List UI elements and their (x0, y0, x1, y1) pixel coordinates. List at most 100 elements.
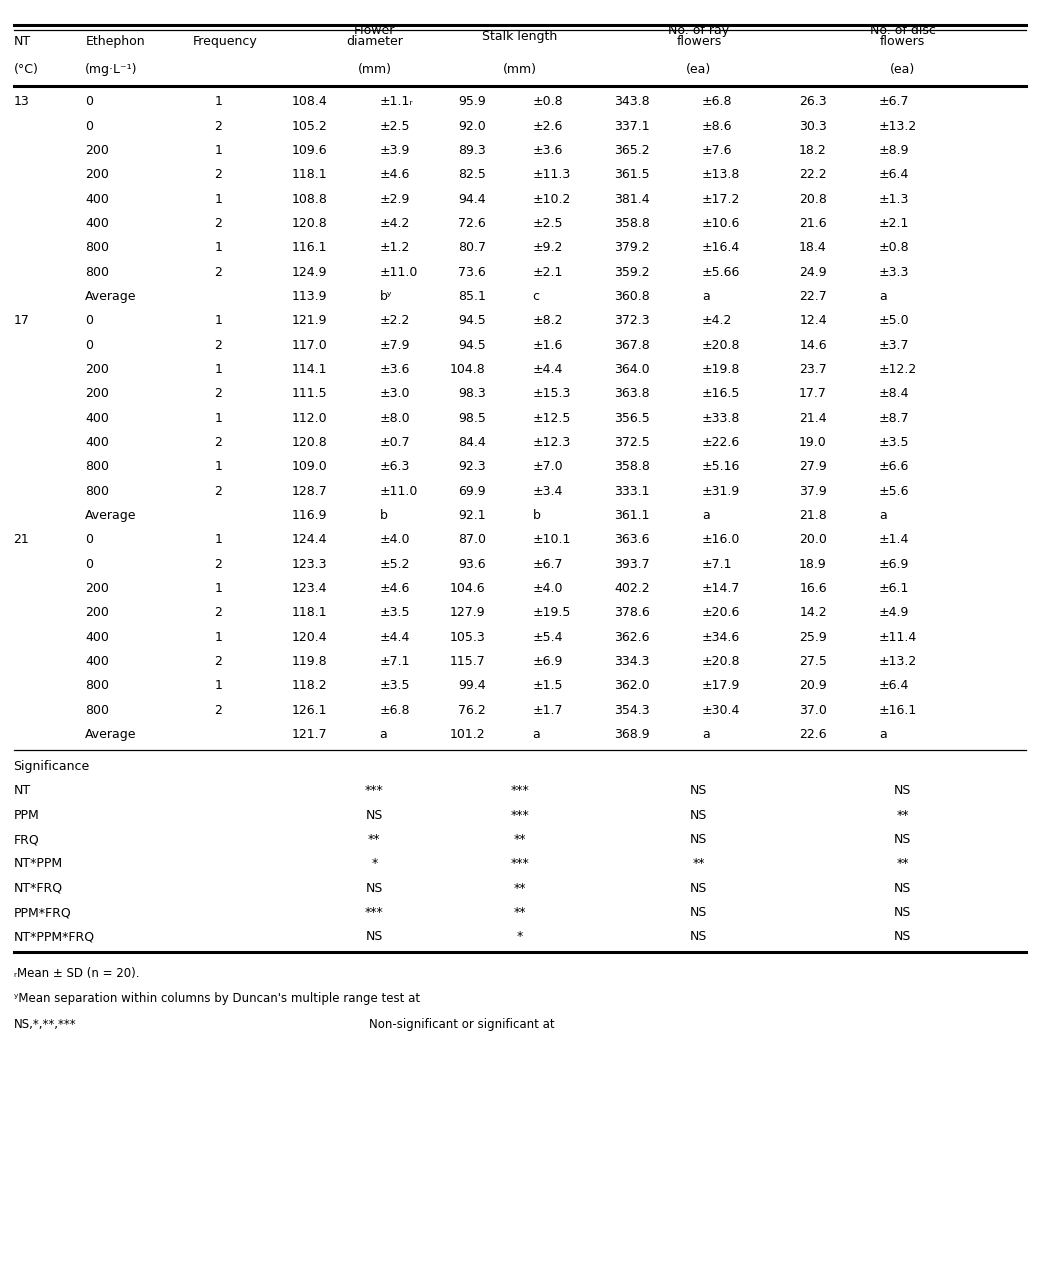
Text: ±7.6: ±7.6 (702, 144, 732, 157)
Text: 362.6: 362.6 (615, 631, 650, 644)
Text: ±12.5: ±12.5 (532, 412, 571, 424)
Text: a: a (879, 509, 886, 522)
Text: 800: 800 (85, 485, 109, 498)
Text: ±17.2: ±17.2 (702, 193, 740, 205)
Text: 0: 0 (85, 557, 94, 570)
Text: ±6.8: ±6.8 (380, 703, 410, 717)
Text: ±4.2: ±4.2 (380, 217, 410, 231)
Text: 108.4: 108.4 (292, 95, 328, 109)
Text: 1: 1 (214, 364, 223, 376)
Text: 27.5: 27.5 (799, 655, 827, 668)
Text: ±1.5: ±1.5 (532, 679, 563, 692)
Text: NS: NS (894, 930, 911, 944)
Text: b: b (380, 509, 388, 522)
Text: 0: 0 (85, 533, 94, 546)
Text: a: a (702, 729, 709, 741)
Text: 13: 13 (14, 95, 29, 109)
Text: 334.3: 334.3 (615, 655, 650, 668)
Text: 17: 17 (14, 314, 29, 327)
Text: ±0.8: ±0.8 (532, 95, 563, 109)
Text: 94.5: 94.5 (458, 338, 486, 352)
Text: 98.3: 98.3 (458, 388, 486, 400)
Text: 82.5: 82.5 (458, 169, 486, 181)
Text: 109.0: 109.0 (292, 460, 328, 474)
Text: a: a (702, 290, 709, 303)
Text: 2: 2 (214, 655, 223, 668)
Text: Average: Average (85, 290, 137, 303)
Text: ±4.4: ±4.4 (380, 631, 410, 644)
Text: Average: Average (85, 729, 137, 741)
Text: 2: 2 (214, 485, 223, 498)
Text: PPM: PPM (14, 808, 40, 822)
Text: 30.3: 30.3 (799, 120, 827, 133)
Text: ±10.6: ±10.6 (702, 217, 740, 231)
Text: ±6.6: ±6.6 (879, 460, 909, 474)
Text: Significance: Significance (14, 760, 89, 773)
Text: ±5.4: ±5.4 (532, 631, 563, 644)
Text: 115.7: 115.7 (450, 655, 486, 668)
Text: 89.3: 89.3 (458, 144, 486, 157)
Text: 120.8: 120.8 (292, 436, 328, 449)
Text: 200: 200 (85, 582, 109, 595)
Text: 21: 21 (14, 533, 29, 546)
Text: ±6.1: ±6.1 (879, 582, 909, 595)
Text: 2: 2 (214, 338, 223, 352)
Text: ±30.4: ±30.4 (702, 703, 740, 717)
Text: ±6.7: ±6.7 (879, 95, 909, 109)
Text: ±4.2: ±4.2 (702, 314, 732, 327)
Text: NT: NT (14, 35, 30, 48)
Text: 108.8: 108.8 (292, 193, 328, 205)
Text: 92.0: 92.0 (458, 120, 486, 133)
Text: ±6.4: ±6.4 (879, 169, 909, 181)
Text: 354.3: 354.3 (615, 703, 650, 717)
Text: 393.7: 393.7 (615, 557, 650, 570)
Text: ±5.16: ±5.16 (702, 460, 740, 474)
Text: ±20.8: ±20.8 (702, 655, 740, 668)
Text: 358.8: 358.8 (615, 460, 650, 474)
Text: **: ** (896, 808, 909, 822)
Text: ±1.7: ±1.7 (532, 703, 563, 717)
Text: ±2.1: ±2.1 (532, 266, 563, 279)
Text: ***: *** (511, 808, 529, 822)
Text: ±3.9: ±3.9 (380, 144, 410, 157)
Text: **: ** (693, 858, 705, 870)
Text: ±3.7: ±3.7 (879, 338, 909, 352)
Text: 118.1: 118.1 (292, 607, 328, 620)
Text: ±1.2: ±1.2 (380, 242, 410, 255)
Text: NT*FRQ: NT*FRQ (14, 882, 62, 895)
Text: ±16.4: ±16.4 (702, 242, 740, 255)
Text: 127.9: 127.9 (450, 607, 486, 620)
Text: 25.9: 25.9 (799, 631, 827, 644)
Text: No. of ray: No. of ray (669, 24, 729, 37)
Text: ±3.6: ±3.6 (532, 144, 563, 157)
Text: NS,*,**,***: NS,*,**,*** (14, 1017, 76, 1030)
Text: 99.4: 99.4 (458, 679, 486, 692)
Text: 800: 800 (85, 460, 109, 474)
Text: 343.8: 343.8 (615, 95, 650, 109)
Text: ±7.9: ±7.9 (380, 338, 410, 352)
Text: 200: 200 (85, 144, 109, 157)
Text: 118.1: 118.1 (292, 169, 328, 181)
Text: 17.7: 17.7 (799, 388, 827, 400)
Text: 72.6: 72.6 (458, 217, 486, 231)
Text: 800: 800 (85, 242, 109, 255)
Text: ±16.0: ±16.0 (702, 533, 740, 546)
Text: NS: NS (691, 808, 707, 822)
Text: ±0.7: ±0.7 (380, 436, 410, 449)
Text: 1: 1 (214, 460, 223, 474)
Text: diameter: diameter (346, 35, 402, 48)
Text: ±6.3: ±6.3 (380, 460, 410, 474)
Text: 2: 2 (214, 436, 223, 449)
Text: 21.8: 21.8 (799, 509, 827, 522)
Text: 22.7: 22.7 (799, 290, 827, 303)
Text: 14.6: 14.6 (799, 338, 827, 352)
Text: NS: NS (366, 882, 383, 895)
Text: 37.9: 37.9 (799, 485, 827, 498)
Text: 402.2: 402.2 (615, 582, 650, 595)
Text: ±3.5: ±3.5 (879, 436, 909, 449)
Text: ±33.8: ±33.8 (702, 412, 740, 424)
Text: ±12.2: ±12.2 (879, 364, 917, 376)
Text: ±6.9: ±6.9 (879, 557, 909, 570)
Text: 363.6: 363.6 (615, 533, 650, 546)
Text: (ea): (ea) (686, 63, 711, 76)
